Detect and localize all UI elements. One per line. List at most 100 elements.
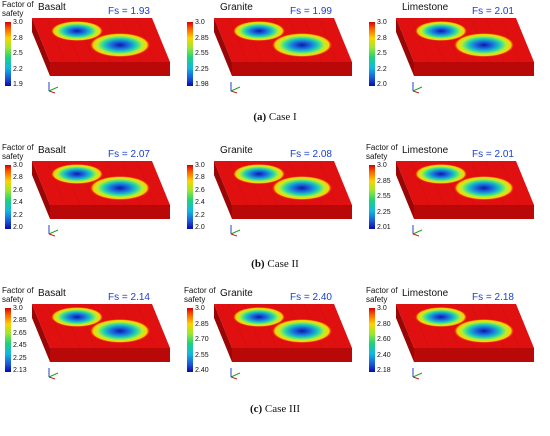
colorbar-tick-label: 2.40 [195, 367, 209, 374]
colorbar-tick-label: 2.13 [13, 367, 27, 374]
slab-model [396, 303, 534, 362]
slab-model [214, 160, 352, 219]
axes-triad [46, 223, 60, 237]
axes-triad-icon [48, 225, 59, 237]
safety-factor-zone [415, 307, 467, 327]
colorbar-tick-label: 2.2 [13, 65, 23, 73]
model-panel: Factor of safety 3.0 2.85 2.70 2.55 2.40 Grani… [184, 286, 354, 396]
colorbar-tick-label: 2.0 [13, 224, 23, 231]
colorbar-tick-label: 2.18 [377, 367, 391, 374]
colorbar-tick-label: 3.0 [13, 19, 23, 26]
colorbar-tick-label: 2.85 [195, 320, 209, 328]
safety-factor-zone [51, 164, 103, 184]
colorbar [5, 308, 11, 372]
slab-model [32, 303, 170, 362]
slab-front-face [50, 348, 170, 362]
axes-triad-icon [230, 368, 241, 380]
safety-factor-zone [90, 33, 150, 57]
safety-factor-zone [272, 33, 332, 57]
case-caption: (c) Case III [0, 403, 550, 415]
colorbar-tick-label: 2.55 [195, 50, 209, 57]
slab-front-face [50, 205, 170, 219]
colorbar-tick-label: 3.0 [13, 162, 23, 169]
colorbar-tick-label: 2.25 [13, 354, 27, 362]
colorbar-tick-label: 3.0 [377, 305, 387, 312]
colorbar-tick-label: 3.0 [195, 162, 205, 169]
colorbar-tick-label: 3.0 [13, 305, 23, 312]
model-panel: Factor of safety 3.0 2.8 2.6 2.4 2.2 2.0 Basalt… [2, 143, 172, 253]
slab-front-face [232, 348, 352, 362]
rock-name: Limestone [402, 2, 449, 13]
slab-side-face [396, 18, 414, 76]
safety-factor-zone [454, 33, 514, 57]
colorbar-tick-label: 3.0 [195, 19, 205, 26]
safety-factor-value: Fs = 2.07 [108, 149, 150, 160]
slab-front-face [414, 348, 534, 362]
axes-triad-icon [230, 82, 241, 94]
colorbar-title: Factor of safety [366, 143, 398, 161]
safety-factor-value: Fs = 2.08 [290, 149, 332, 160]
colorbar-tick-label: 2.0 [195, 224, 205, 231]
axes-triad-icon [48, 82, 59, 94]
safety-factor-zone [272, 319, 332, 343]
colorbar-tick-label: 2.8 [377, 34, 387, 42]
safety-factor-zone [51, 307, 103, 327]
colorbar-tick-label: 2.4 [13, 199, 23, 207]
colorbar-tick-label: 2.4 [195, 199, 205, 207]
slab-front-face [414, 205, 534, 219]
colorbar [187, 22, 193, 86]
safety-factor-value: Fs = 2.40 [290, 292, 332, 303]
colorbar-tick-label: 2.55 [195, 351, 209, 359]
colorbar-tick-label: 2.0 [377, 81, 387, 88]
slab-side-face [214, 304, 232, 362]
axes-triad [46, 366, 60, 380]
safety-factor-zone [90, 319, 150, 343]
model-panel: 3.0 2.85 2.55 2.25 1.98 Granite Fs = 1.99 [184, 0, 354, 110]
slab-front-face [50, 62, 170, 76]
axes-triad-icon [412, 225, 423, 237]
rock-name: Granite [220, 2, 253, 13]
axes-triad [228, 366, 242, 380]
case-caption-letter: (a) [253, 111, 267, 123]
colorbar-tick-label: 2.01 [377, 224, 391, 231]
colorbar-tick-label: 2.45 [13, 342, 27, 350]
colorbar-tick-label: 2.6 [195, 186, 205, 194]
colorbar [5, 165, 11, 229]
slab-side-face [396, 304, 414, 362]
rock-name: Limestone [402, 288, 449, 299]
model-panel: 3.0 2.8 2.6 2.4 2.2 2.0 Granite Fs = 2.08 [184, 143, 354, 253]
slab-side-face [32, 18, 50, 76]
safety-factor-zone [233, 21, 285, 41]
slab-model [396, 160, 534, 219]
case-caption: (a) Case I [0, 111, 550, 123]
safety-factor-value: Fs = 2.14 [108, 292, 150, 303]
colorbar [187, 308, 193, 372]
slab-model [214, 303, 352, 362]
safety-factor-zone [272, 176, 332, 200]
colorbar-tick-label: 2.85 [377, 177, 391, 185]
colorbar-tick-label: 2.2 [377, 65, 387, 73]
colorbar-tick-label: 1.9 [13, 81, 23, 88]
colorbar-title: Factor of safety [2, 286, 34, 304]
colorbar-title: Factor of safety [2, 143, 34, 161]
colorbar-tick-label: 2.60 [377, 336, 391, 343]
colorbar-tick-label: 2.8 [13, 34, 23, 42]
model-panel: 3.0 2.8 2.5 2.2 2.0 Limestone Fs = 2.01 [366, 0, 536, 110]
colorbar [369, 22, 375, 86]
colorbar-tick-label: 2.5 [377, 50, 387, 57]
case-caption: (b) Case II [0, 258, 550, 270]
axes-triad-icon [412, 368, 423, 380]
slab-side-face [214, 161, 232, 219]
slab-side-face [32, 304, 50, 362]
slab-model [32, 17, 170, 76]
colorbar-title: Factor of safety [184, 286, 216, 304]
rock-name: Basalt [38, 145, 66, 156]
colorbar-tick-label: 2.2 [195, 211, 205, 219]
colorbar-tick-label: 2.55 [377, 193, 391, 200]
rock-name: Granite [220, 145, 253, 156]
safety-factor-value: Fs = 2.18 [472, 292, 514, 303]
colorbar-tick-label: 2.70 [195, 336, 209, 343]
case-caption-text: Case III [262, 403, 301, 415]
colorbar [369, 308, 375, 372]
model-panel: Factor of safety 3.0 2.85 2.55 2.25 2.01 Limes… [366, 143, 536, 253]
